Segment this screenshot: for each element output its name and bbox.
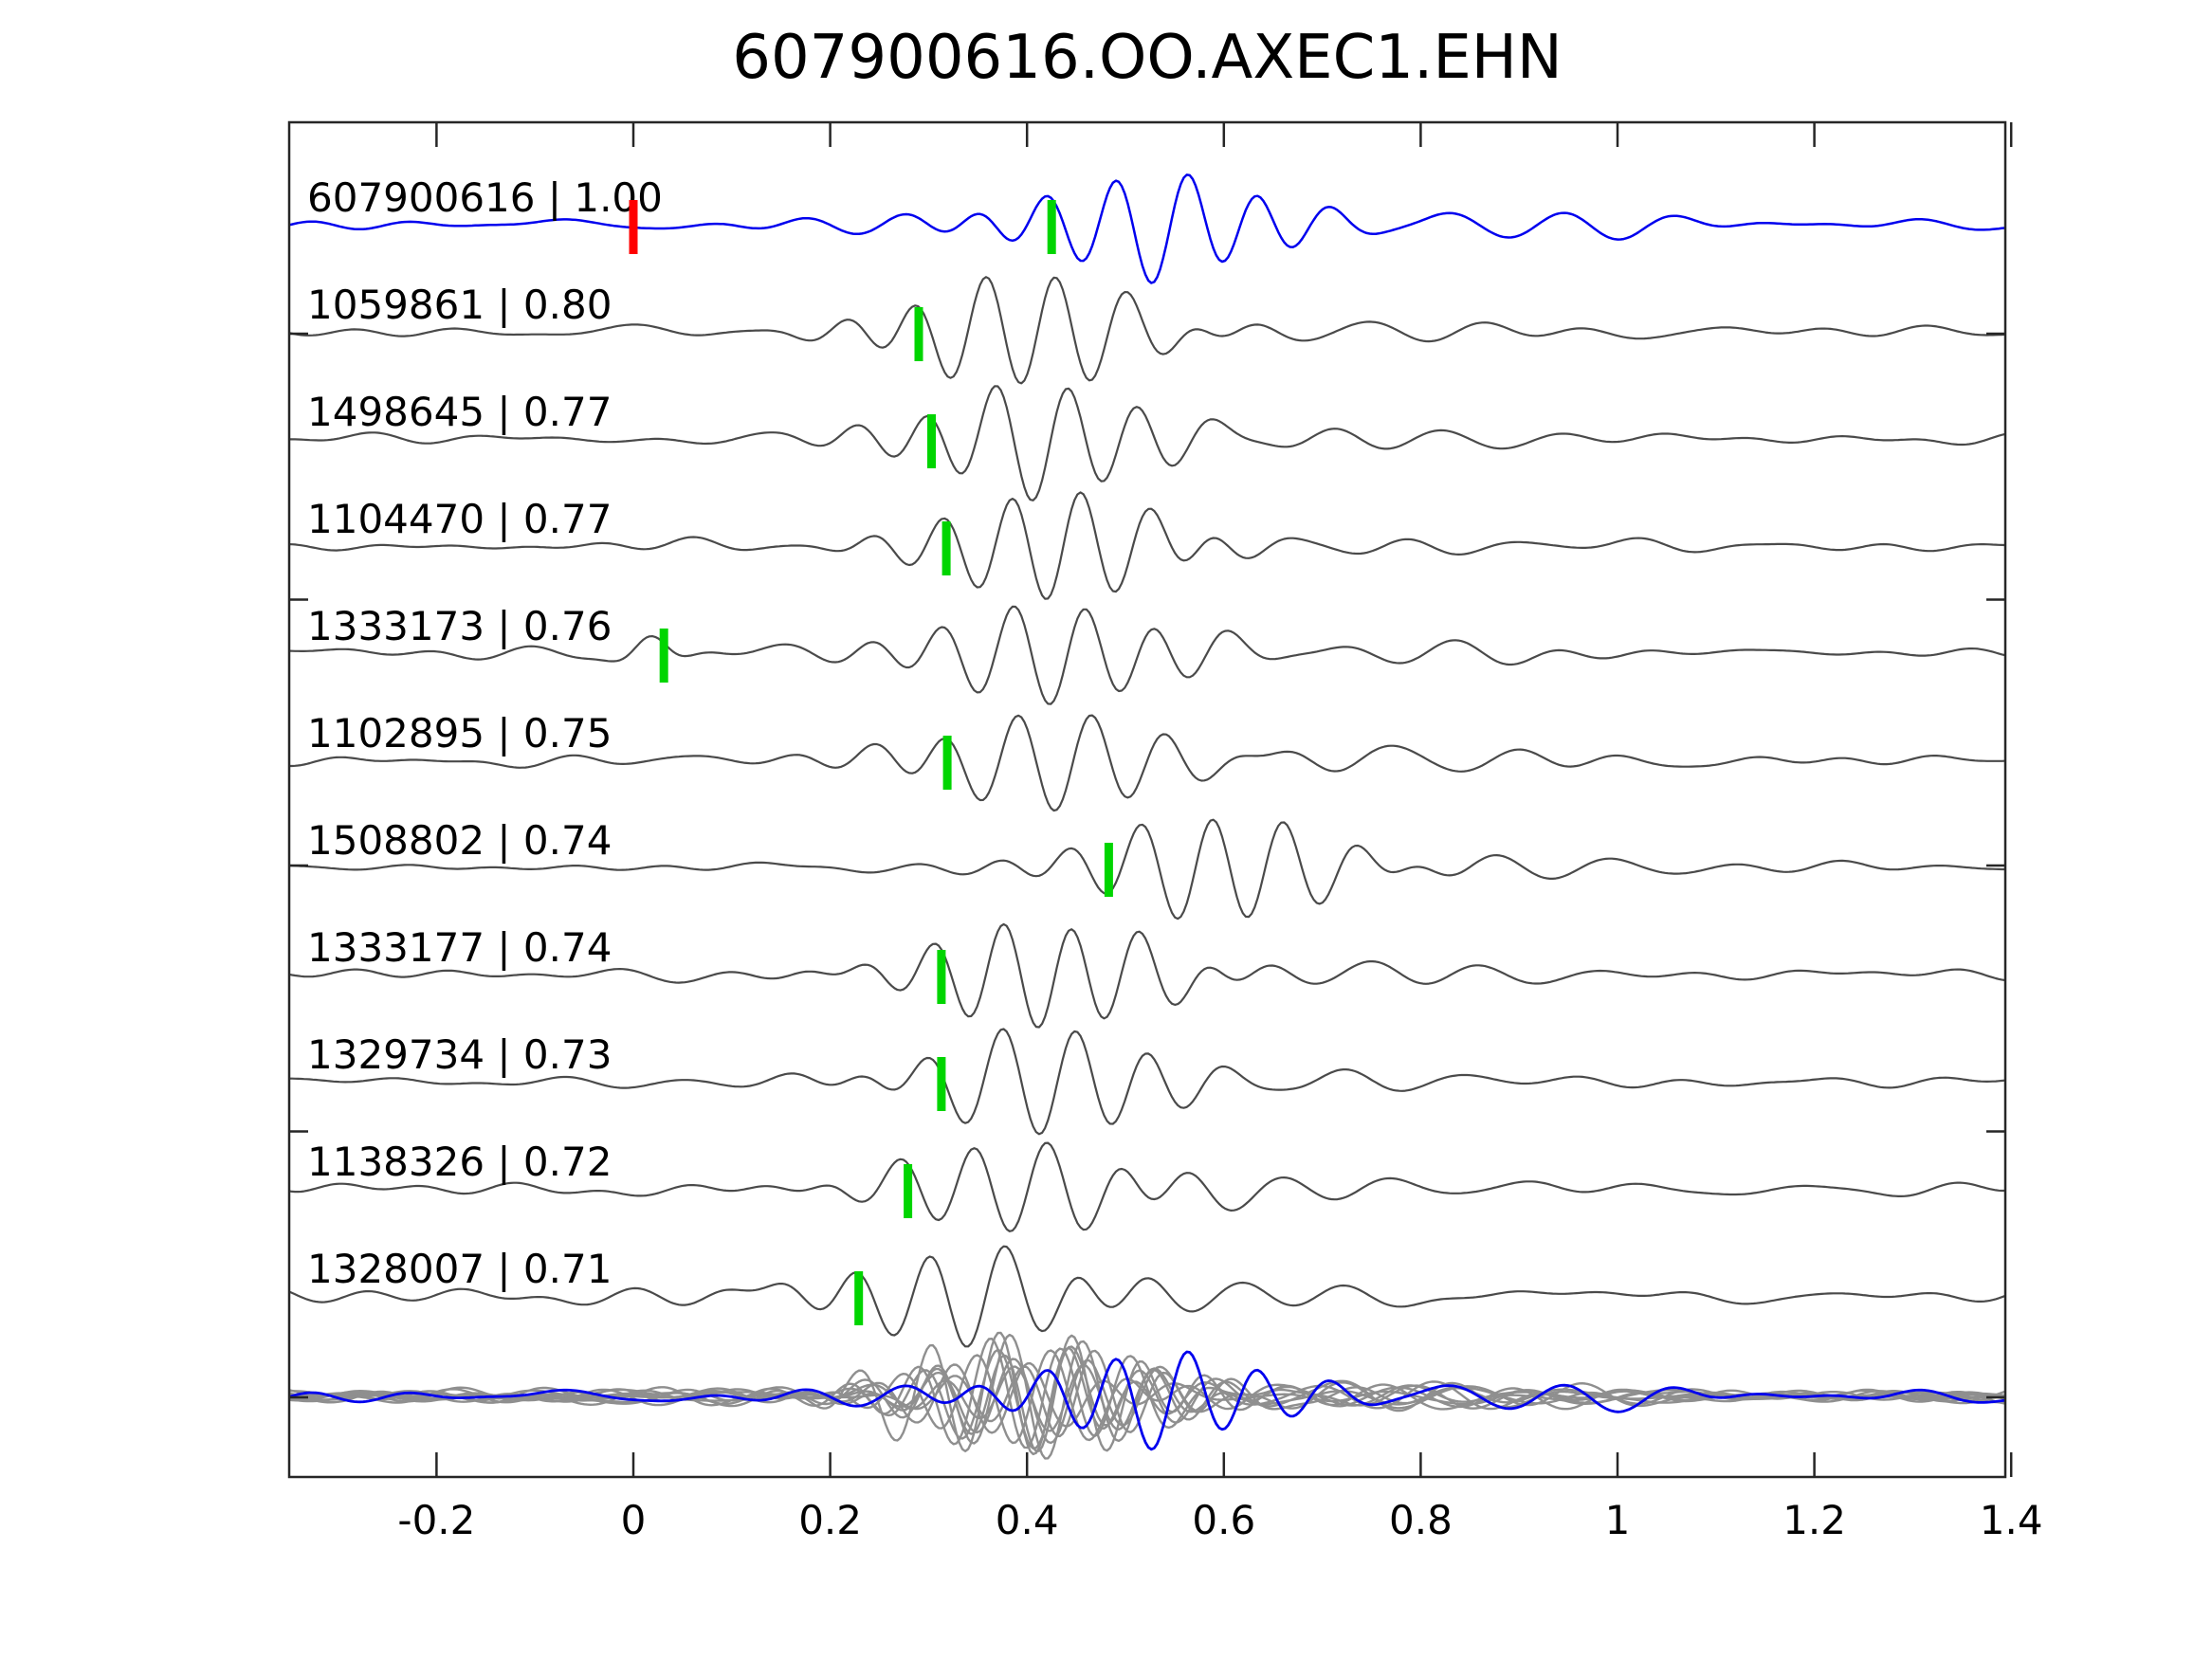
x-tick-label: 1.4 [1980,1497,2043,1543]
trace-row-1102895: 1102895 | 0.75 [289,710,2005,812]
trace-label: 1333173 | 0.76 [307,603,612,649]
detection-trace [289,1141,2005,1232]
template-trace [289,173,2005,284]
stack-trace [289,1349,2005,1445]
detection-trace [289,1028,2005,1136]
trace-label: 1138326 | 0.72 [307,1139,612,1185]
pick-marker [659,629,668,683]
trace-row-1104470: 1104470 | 0.77 [289,491,2005,600]
detection-trace [289,1245,2005,1348]
trace-label: 1333177 | 0.74 [307,924,612,971]
x-tick-label: 0.4 [996,1497,1059,1543]
trace-label: 1328007 | 0.71 [307,1246,612,1292]
trace-row-1508802: 1508802 | 0.74 [289,817,2005,921]
detection-trace [289,276,2005,385]
trace-label: 1104470 | 0.77 [307,496,612,542]
trace-row-1328007: 1328007 | 0.71 [289,1245,2005,1348]
trace-row-1333177: 1333177 | 0.74 [289,922,2005,1029]
template-origin-marker [629,200,638,254]
x-tick-label: 1.2 [1782,1497,1846,1543]
pick-marker [937,950,946,1004]
detection-trace [289,605,2005,705]
x-tick-label: 0 [621,1497,647,1543]
aligned-stack [289,1331,2005,1460]
pick-marker [1047,200,1056,254]
detection-trace [289,385,2005,501]
axes-box [287,120,2007,1479]
trace-area: 607900616 | 1.00 1059861 | 0.80 1498645 | … [289,173,2005,1460]
x-tick-labels: -0.2 0 0.2 0.4 0.6 0.8 1 1.2 1.4 [397,1497,2042,1543]
trace-label: 1498645 | 0.77 [307,389,612,435]
detection-trace [289,491,2005,600]
stack-trace [289,1333,2005,1460]
stack-template-trace [289,1350,2005,1451]
x-tick-label: 1 [1605,1497,1631,1543]
pick-marker [942,736,952,790]
pick-marker [937,1057,946,1111]
trace-row-607900616: 607900616 | 1.00 [289,173,2005,284]
trace-label: 1102895 | 0.75 [307,710,612,757]
trace-row-1498645: 1498645 | 0.77 [289,385,2005,501]
detection-trace [289,714,2005,812]
trace-label: 1059861 | 0.80 [307,282,612,328]
x-tick-label: -0.2 [397,1497,475,1543]
trace-label: 1508802 | 0.74 [307,817,612,864]
x-tick-label: 0.6 [1192,1497,1255,1543]
stack-trace [289,1361,2005,1434]
pick-marker [1104,843,1113,897]
x-tick-label: 0.2 [798,1497,862,1543]
trace-row-1333173: 1333173 | 0.76 [289,603,2005,705]
chart-title: 607900616.OO.AXEC1.EHN [732,23,1563,93]
detection-trace [289,818,2005,921]
pick-marker [927,414,936,468]
trace-row-1329734: 1329734 | 0.73 [289,1028,2005,1136]
trace-row-1059861: 1059861 | 0.80 [289,276,2005,385]
pick-marker [904,1164,913,1218]
trace-label: 1329734 | 0.73 [307,1031,612,1078]
pick-marker [941,521,951,575]
trace-label: 607900616 | 1.00 [307,174,663,221]
detection-trace [289,922,2005,1029]
x-tick-label: 0.8 [1389,1497,1453,1543]
axes [287,120,2013,1479]
pick-marker [854,1271,864,1325]
pick-marker [914,307,923,361]
trace-row-1138326: 1138326 | 0.72 [289,1139,2005,1232]
